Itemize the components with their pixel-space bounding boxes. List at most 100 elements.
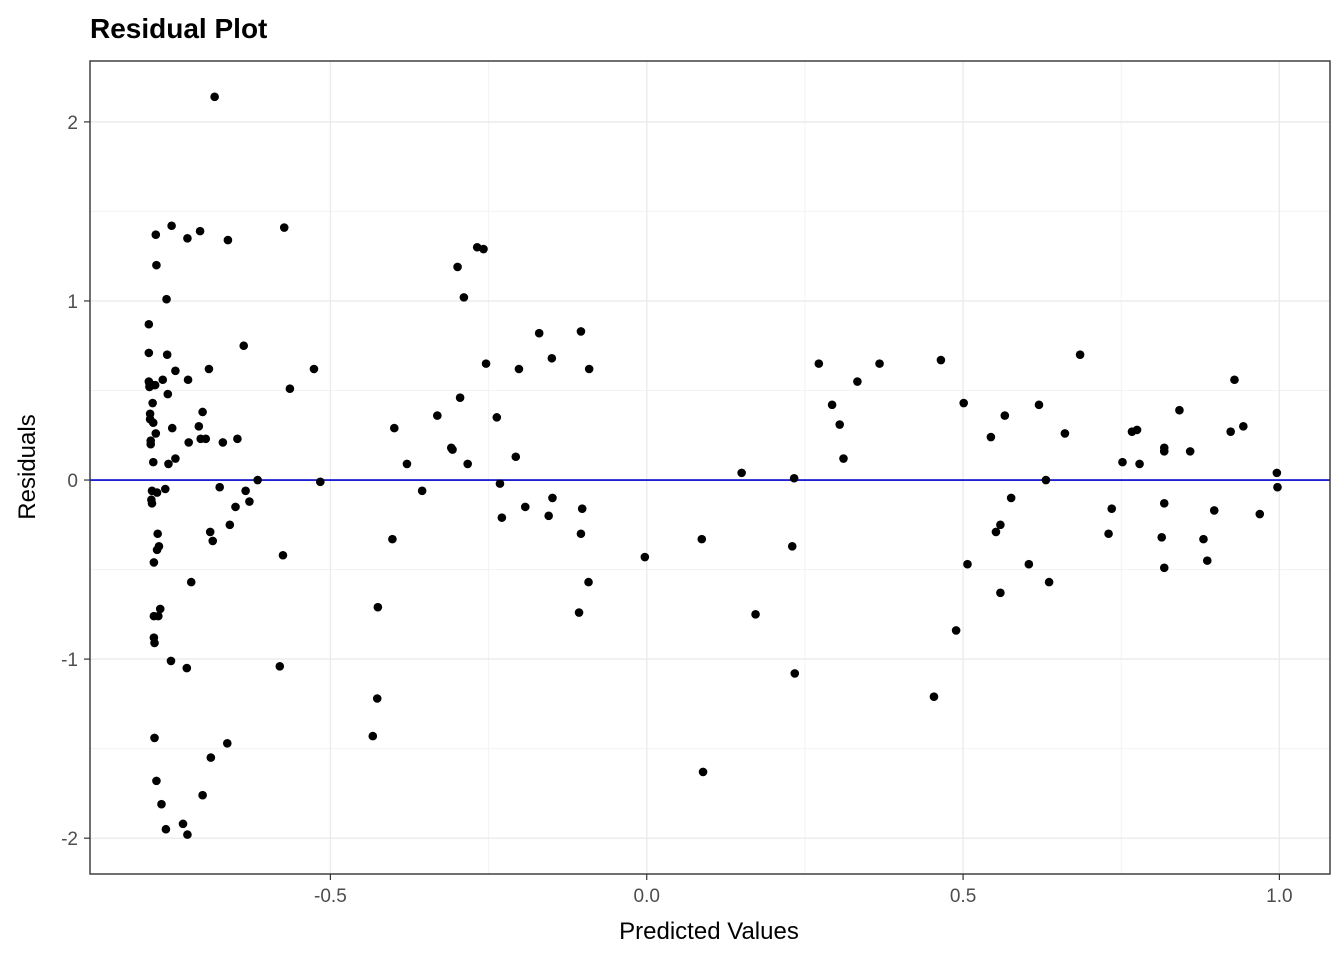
data-point	[576, 327, 586, 336]
y-tick-label: -2	[61, 829, 78, 850]
data-point	[1159, 499, 1169, 508]
data-point	[164, 459, 173, 469]
data-point	[1118, 457, 1127, 467]
data-point	[495, 479, 505, 488]
data-point	[448, 445, 457, 454]
data-point	[182, 663, 192, 673]
data-point	[1041, 475, 1051, 485]
y-tick-label: 2	[67, 113, 78, 134]
data-point	[576, 529, 586, 539]
data-point	[390, 423, 399, 433]
data-point	[184, 438, 193, 447]
data-point	[253, 475, 262, 485]
data-point	[215, 482, 224, 492]
data-point	[241, 486, 250, 496]
data-point	[278, 550, 288, 560]
data-point	[144, 348, 154, 358]
data-point	[204, 364, 214, 374]
data-point	[1273, 482, 1282, 492]
data-point	[150, 638, 159, 648]
data-point	[514, 364, 524, 374]
data-point	[231, 502, 240, 512]
data-point	[544, 511, 553, 521]
y-tick-label: 0	[67, 471, 78, 492]
data-point	[1157, 533, 1167, 542]
data-point	[194, 422, 204, 431]
data-point	[963, 559, 972, 569]
data-point	[455, 393, 465, 402]
data-point	[640, 552, 650, 562]
data-point	[1006, 493, 1016, 503]
data-point	[166, 656, 176, 666]
data-point	[1230, 375, 1239, 385]
data-point	[153, 529, 162, 539]
data-point	[372, 694, 382, 703]
data-point	[577, 504, 587, 513]
data-point	[1000, 411, 1010, 420]
data-point	[152, 776, 161, 786]
data-point	[198, 407, 207, 417]
x-tick-label: 0.5	[950, 886, 976, 907]
data-point	[160, 484, 170, 494]
data-point	[198, 790, 207, 800]
data-point	[511, 452, 521, 462]
data-point	[388, 534, 397, 544]
data-point	[245, 497, 254, 506]
data-point	[875, 359, 884, 368]
data-point	[1104, 529, 1113, 539]
data-point	[1226, 427, 1235, 436]
data-point	[205, 527, 215, 537]
data-point	[222, 738, 232, 748]
data-point	[1107, 504, 1117, 513]
data-point	[534, 328, 544, 338]
data-point	[417, 486, 427, 496]
grid-lines	[90, 61, 1330, 874]
data-point	[787, 541, 797, 551]
data-point	[275, 661, 285, 671]
data-point	[1135, 459, 1144, 469]
data-point	[697, 534, 707, 544]
data-point	[171, 454, 180, 463]
data-point	[195, 226, 205, 236]
data-point	[951, 626, 961, 635]
data-point	[225, 520, 235, 530]
data-point	[698, 767, 708, 777]
y-tick-label: 1	[67, 292, 78, 313]
data-points	[144, 92, 1282, 839]
data-point	[183, 830, 192, 839]
data-point	[839, 454, 848, 463]
data-point	[218, 438, 228, 447]
data-point	[223, 235, 233, 245]
data-point	[183, 233, 192, 243]
data-point	[1239, 422, 1248, 431]
data-point	[1132, 425, 1142, 435]
y-axis-title: Residuals	[14, 414, 41, 519]
data-point	[183, 375, 193, 385]
data-point	[149, 558, 159, 567]
data-point	[162, 294, 171, 304]
data-point	[167, 221, 176, 231]
data-point	[790, 669, 800, 678]
data-point	[737, 468, 746, 478]
data-point	[481, 359, 491, 368]
data-point	[150, 733, 159, 743]
data-point	[1024, 559, 1034, 569]
data-point	[986, 432, 996, 442]
x-axis-ticks: -0.5 0.0 0.5 1.0	[314, 874, 1293, 907]
data-point	[373, 602, 383, 612]
data-point	[158, 375, 168, 385]
data-point	[151, 230, 161, 240]
data-point	[520, 502, 530, 512]
data-point	[201, 434, 211, 444]
data-point	[996, 520, 1005, 530]
data-point	[210, 92, 219, 102]
data-point	[463, 459, 472, 469]
data-point	[497, 513, 507, 522]
data-point	[547, 353, 557, 363]
data-point	[1255, 509, 1265, 519]
data-point	[1199, 534, 1208, 544]
data-point	[309, 364, 319, 374]
data-point	[148, 418, 158, 428]
data-point	[152, 260, 161, 270]
